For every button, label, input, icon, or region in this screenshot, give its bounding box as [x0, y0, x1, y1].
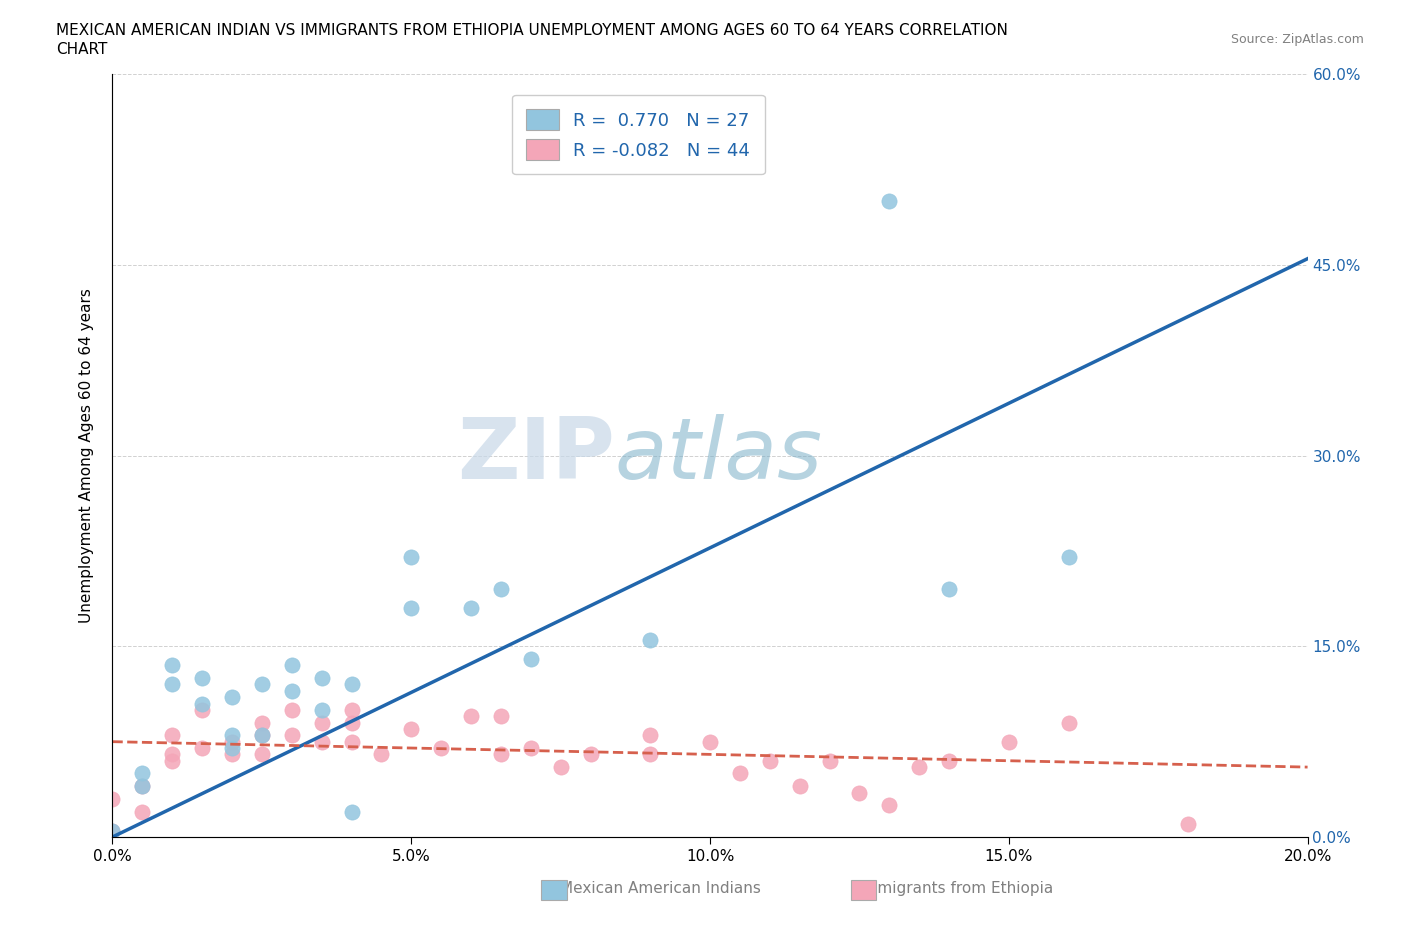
Point — [520, 652, 543, 667]
Point — [311, 702, 333, 717]
Point — [938, 582, 960, 597]
Point — [131, 804, 153, 819]
Y-axis label: Unemployment Among Ages 60 to 64 years: Unemployment Among Ages 60 to 64 years — [79, 288, 94, 623]
Point — [1177, 817, 1199, 831]
Point — [221, 728, 243, 743]
Point — [191, 671, 214, 685]
Point — [250, 747, 273, 762]
Point — [640, 728, 662, 743]
Point — [281, 684, 304, 698]
Point — [1057, 715, 1080, 730]
Point — [162, 677, 183, 692]
Point — [879, 194, 901, 209]
Point — [191, 696, 214, 711]
Point — [550, 760, 572, 775]
Point — [162, 753, 183, 768]
Point — [908, 760, 931, 775]
Point — [311, 715, 333, 730]
Point — [998, 735, 1021, 750]
Point — [221, 690, 243, 705]
Point — [370, 747, 392, 762]
Point — [162, 747, 183, 762]
Point — [191, 740, 214, 755]
Point — [640, 632, 662, 647]
Text: MEXICAN AMERICAN INDIAN VS IMMIGRANTS FROM ETHIOPIA UNEMPLOYMENT AMONG AGES 60 T: MEXICAN AMERICAN INDIAN VS IMMIGRANTS FR… — [56, 23, 1008, 38]
Point — [579, 747, 602, 762]
Point — [430, 740, 453, 755]
Point — [699, 735, 721, 750]
Point — [221, 740, 243, 755]
Point — [340, 677, 363, 692]
Point — [489, 582, 512, 597]
Point — [311, 671, 333, 685]
Point — [879, 798, 901, 813]
Point — [1057, 550, 1080, 565]
Point — [101, 791, 124, 806]
Point — [191, 702, 214, 717]
Text: Source: ZipAtlas.com: Source: ZipAtlas.com — [1230, 33, 1364, 46]
Point — [131, 778, 153, 793]
Point — [848, 785, 870, 800]
Point — [759, 753, 782, 768]
Point — [340, 804, 363, 819]
Point — [818, 753, 841, 768]
Text: ZIP: ZIP — [457, 414, 614, 498]
Point — [250, 728, 273, 743]
Point — [221, 747, 243, 762]
Point — [789, 778, 811, 793]
Point — [489, 709, 512, 724]
Point — [401, 722, 423, 737]
Point — [340, 735, 363, 750]
Text: Mexican American Indians: Mexican American Indians — [561, 881, 761, 896]
Point — [101, 823, 124, 838]
Point — [340, 702, 363, 717]
Point — [938, 753, 960, 768]
Point — [281, 728, 304, 743]
Point — [460, 601, 482, 616]
Point — [250, 715, 273, 730]
Point — [250, 728, 273, 743]
Point — [311, 735, 333, 750]
Point — [131, 778, 153, 793]
Point — [401, 550, 423, 565]
Text: Immigrants from Ethiopia: Immigrants from Ethiopia — [859, 881, 1053, 896]
Point — [162, 658, 183, 673]
Point — [489, 747, 512, 762]
Point — [520, 740, 543, 755]
Point — [250, 677, 273, 692]
Point — [281, 658, 304, 673]
Point — [162, 728, 183, 743]
Point — [281, 702, 304, 717]
Point — [460, 709, 482, 724]
Text: atlas: atlas — [614, 414, 823, 498]
Point — [401, 601, 423, 616]
Point — [101, 823, 124, 838]
Point — [640, 747, 662, 762]
Point — [131, 766, 153, 781]
Point — [221, 735, 243, 750]
Point — [340, 715, 363, 730]
Point — [728, 766, 751, 781]
Legend: R =  0.770   N = 27, R = -0.082   N = 44: R = 0.770 N = 27, R = -0.082 N = 44 — [512, 95, 765, 175]
Text: CHART: CHART — [56, 42, 108, 57]
